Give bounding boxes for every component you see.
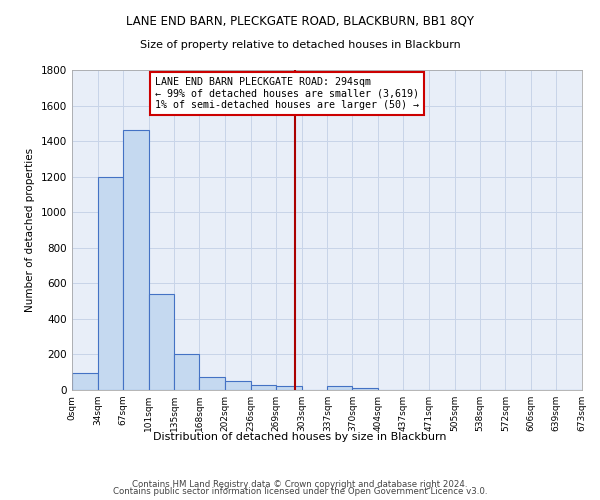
Text: LANE END BARN PLECKGATE ROAD: 294sqm
← 99% of detached houses are smaller (3,619: LANE END BARN PLECKGATE ROAD: 294sqm ← 9… (155, 77, 419, 110)
Bar (225, 381, 251, 390)
Bar (328, 386, 352, 390)
Text: Contains public sector information licensed under the Open Government Licence v3: Contains public sector information licen… (113, 488, 487, 496)
Bar (123, 130, 149, 390)
Bar (352, 388, 378, 390)
Bar (98, 176, 123, 390)
Text: LANE END BARN, PLECKGATE ROAD, BLACKBURN, BB1 8QY: LANE END BARN, PLECKGATE ROAD, BLACKBURN… (126, 15, 474, 28)
Bar (276, 386, 302, 390)
Y-axis label: Number of detached properties: Number of detached properties (25, 148, 35, 312)
Text: Distribution of detached houses by size in Blackburn: Distribution of detached houses by size … (153, 432, 447, 442)
Bar (149, 294, 175, 390)
Bar (199, 376, 225, 390)
Text: Contains HM Land Registry data © Crown copyright and database right 2024.: Contains HM Land Registry data © Crown c… (132, 480, 468, 489)
Bar (72, 373, 98, 390)
Bar (251, 384, 276, 390)
Text: Size of property relative to detached houses in Blackburn: Size of property relative to detached ho… (140, 40, 460, 50)
Bar (175, 354, 199, 390)
